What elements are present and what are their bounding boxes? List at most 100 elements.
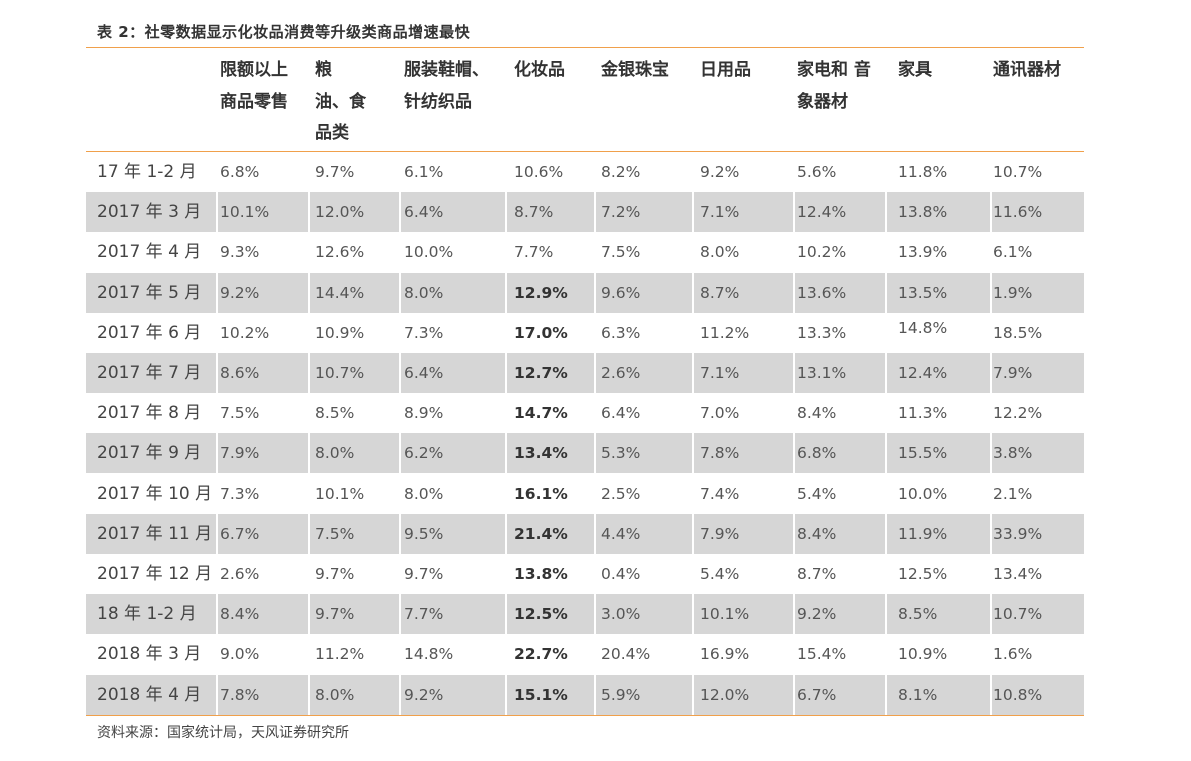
column-separator xyxy=(990,353,992,393)
table-cell: 12.0% xyxy=(315,203,365,222)
column-header-line: 服装鞋帽、 xyxy=(404,60,489,80)
table-cell: 7.3% xyxy=(404,323,444,342)
table-cell: 33.9% xyxy=(993,524,1043,543)
column-separator xyxy=(216,513,218,554)
table-cell: 7.1% xyxy=(700,203,740,222)
column-header: 家电和 音象器材 xyxy=(797,55,871,118)
column-header-line: 油、食 xyxy=(315,91,366,112)
table-row: 17 年 1-2 月 6.8% 9.7% 6.1% 10.6% 8.2% 9.2% 5.6% 1… xyxy=(86,152,1084,192)
column-separator xyxy=(594,513,596,554)
table-cell: 7.5% xyxy=(315,524,355,543)
column-separator xyxy=(990,674,992,715)
table-cell: 8.0% xyxy=(315,444,355,463)
table-cell: 18.5% xyxy=(993,323,1043,342)
table-cell: 7.8% xyxy=(220,685,260,704)
table-cell: 11.6% xyxy=(993,203,1043,222)
table-cell: 7.0% xyxy=(700,404,740,423)
row-month: 17 年 1-2 月 xyxy=(97,162,197,182)
table-cell: 9.6% xyxy=(601,283,641,302)
table-cell: 7.5% xyxy=(601,243,641,262)
row-month: 2017 年 10 月 xyxy=(97,483,213,504)
table-row: 2018 年 3 月 9.0% 11.2% 14.8% 22.7% 20.4% 16.9% 1… xyxy=(86,634,1084,674)
table-cell: 15.5% xyxy=(898,444,948,463)
column-separator xyxy=(216,272,218,313)
table-cell: 12.9% xyxy=(514,283,568,302)
table-cell: 2.1% xyxy=(993,484,1033,503)
table-row: 2017 年 5 月 9.2% 14.4% 8.0% 12.9% 9.6% 8.7% 13.6… xyxy=(86,272,1084,313)
table-cell: 7.4% xyxy=(700,484,740,503)
column-separator xyxy=(308,272,310,313)
table-cell: 4.4% xyxy=(601,524,641,543)
column-separator xyxy=(505,192,507,233)
row-month: 2017 年 8 月 xyxy=(97,403,202,424)
table-cell: 17.0% xyxy=(514,323,568,342)
table-cell: 8.0% xyxy=(404,283,444,302)
table-cell: 21.4% xyxy=(514,524,568,543)
column-separator xyxy=(885,433,887,474)
table-cell: 6.7% xyxy=(220,524,260,543)
table-cell: 14.8% xyxy=(898,318,948,337)
table-cell: 14.4% xyxy=(315,283,365,302)
column-separator xyxy=(308,353,310,393)
column-separator xyxy=(594,674,596,715)
table-cell: 14.7% xyxy=(514,404,568,423)
column-separator xyxy=(990,192,992,233)
table-cell: 10.7% xyxy=(993,605,1043,624)
table-cell: 1.9% xyxy=(993,283,1033,302)
table-cell: 9.7% xyxy=(315,565,355,583)
table-cell: 7.5% xyxy=(220,404,260,423)
table-cell: 7.2% xyxy=(601,203,641,222)
column-header-line: 化妆品 xyxy=(514,60,565,80)
table-cell: 8.0% xyxy=(404,484,444,503)
table-cell: 9.7% xyxy=(315,163,355,181)
row-month: 2018 年 3 月 xyxy=(97,644,202,665)
table-cell: 14.8% xyxy=(404,645,454,664)
table-cell: 13.3% xyxy=(797,323,847,342)
column-separator xyxy=(692,433,694,474)
table-cell: 6.1% xyxy=(404,163,444,181)
table-cell: 10.0% xyxy=(404,243,454,262)
table-cell: 7.9% xyxy=(700,524,740,543)
column-separator xyxy=(505,513,507,554)
column-header-line: 品类 xyxy=(315,123,349,143)
column-separator xyxy=(990,513,992,554)
table-cell: 9.7% xyxy=(315,605,355,624)
column-separator xyxy=(692,272,694,313)
column-separator xyxy=(505,433,507,474)
column-separator xyxy=(216,353,218,393)
table-row: 18 年 1-2 月 8.4% 9.7% 7.7% 12.5% 3.0% 10.1% 9.2%… xyxy=(86,594,1084,635)
table-cell: 5.3% xyxy=(601,444,641,463)
row-month: 18 年 1-2 月 xyxy=(97,604,197,625)
table-cell: 11.2% xyxy=(700,323,750,342)
table-cell: 8.5% xyxy=(315,404,355,423)
row-month: 2017 年 5 月 xyxy=(97,282,202,303)
table-cell: 10.1% xyxy=(315,484,365,503)
table-cell: 8.6% xyxy=(220,364,260,382)
column-header-line: 象器材 xyxy=(797,91,848,112)
table-cell: 5.4% xyxy=(700,565,740,583)
column-separator xyxy=(885,192,887,233)
table-cell: 10.0% xyxy=(898,484,948,503)
bottom-rule xyxy=(86,715,1084,716)
column-separator xyxy=(399,353,401,393)
table-cell: 10.2% xyxy=(797,243,847,262)
table-cell: 10.7% xyxy=(993,163,1043,181)
column-header-line: 日用品 xyxy=(700,60,751,80)
table-row: 2017 年 4 月 9.3% 12.6% 10.0% 7.7% 7.5% 8.0% 10.2… xyxy=(86,232,1084,272)
column-header-line: 金银珠宝 xyxy=(601,60,669,80)
table-cell: 5.6% xyxy=(797,163,837,181)
table-cell: 2.5% xyxy=(601,484,641,503)
table-cell: 10.9% xyxy=(315,323,365,342)
column-header: 通讯器材 xyxy=(993,55,1061,87)
table-cell: 13.9% xyxy=(898,243,948,262)
table-cell: 8.4% xyxy=(220,605,260,624)
header-rule xyxy=(86,151,1084,152)
column-separator xyxy=(594,272,596,313)
row-month: 2017 年 3 月 xyxy=(97,202,202,223)
column-separator xyxy=(505,674,507,715)
table-cell: 8.0% xyxy=(700,243,740,262)
table-cell: 6.1% xyxy=(993,243,1033,262)
column-separator xyxy=(399,594,401,635)
column-separator xyxy=(885,272,887,313)
table-cell: 13.4% xyxy=(993,565,1043,583)
